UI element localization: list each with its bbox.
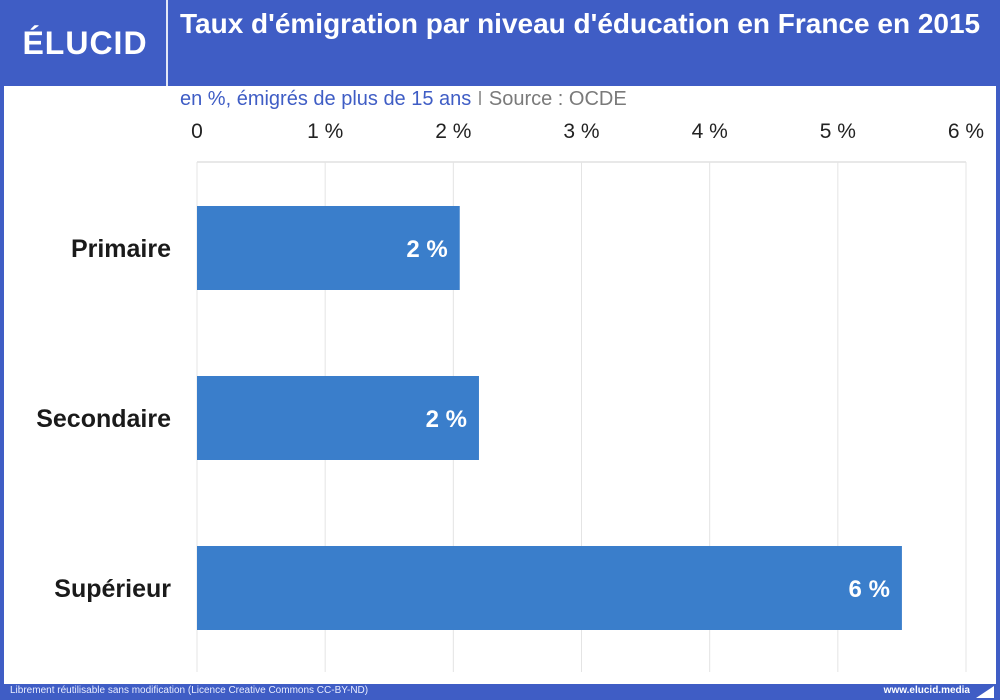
category-layer: Primaire Secondaire Supérieur — [36, 235, 171, 603]
data-label: 2 % — [426, 406, 467, 433]
category-label: Secondaire — [36, 405, 171, 433]
x-tick-label: 1 % — [307, 120, 343, 143]
license-text: Librement réutilisable sans modification… — [10, 685, 369, 696]
subtitle-source: Source : OCDE — [488, 88, 627, 110]
x-tick-label: 4 % — [692, 120, 728, 143]
elucid-logo: ÉLUCID — [22, 24, 148, 61]
category-label: Supérieur — [54, 575, 171, 603]
x-tick-label: 2 % — [435, 120, 471, 143]
x-tick-label: 0 — [191, 120, 203, 143]
site-link[interactable]: www.elucid.media — [883, 685, 970, 696]
data-label: 2 % — [406, 236, 447, 263]
category-label: Primaire — [71, 235, 171, 263]
x-tick-label: 6 % — [948, 120, 984, 143]
chart-title: Taux d'émigration par niveau d'éducation… — [180, 8, 981, 39]
flag-icon — [976, 686, 994, 698]
tick-layer: 0 1 % 2 % 3 % 4 % 5 % 6 % — [191, 120, 984, 143]
logo-divider — [166, 0, 168, 86]
header-banner: ÉLUCID Taux d'émigration par niveau d'éd… — [4, 0, 1000, 86]
x-tick-label: 5 % — [820, 120, 856, 143]
x-tick-label: 3 % — [563, 120, 599, 143]
subtitle-separator: I — [477, 88, 483, 110]
bar — [197, 376, 479, 460]
chart-subtitle: en %, émigrés de plus de 15 ans I Source :… — [180, 88, 627, 111]
bar — [197, 206, 460, 290]
bar-chart: 0 1 % 2 % 3 % 4 % 5 % 6 % 2 % 2 % 6 % Primaire Se… — [36, 120, 984, 672]
bar — [197, 546, 902, 630]
data-label: 6 % — [849, 576, 890, 603]
bar-layer: 2 % 2 % 6 % — [197, 206, 902, 630]
footer-bar: Librement réutilisable sans modification… — [4, 684, 1000, 700]
subtitle-unit: en %, émigrés de plus de 15 ans — [180, 88, 472, 110]
